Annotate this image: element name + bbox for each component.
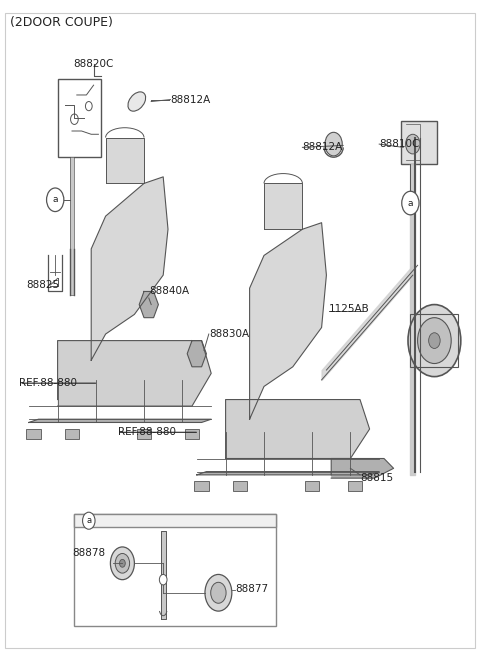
Bar [74,514,276,527]
Circle shape [83,512,95,529]
Circle shape [205,574,232,611]
Text: a: a [86,516,91,525]
Polygon shape [91,177,168,360]
Text: 88878: 88878 [72,548,106,559]
Polygon shape [250,223,326,419]
Text: 88820C: 88820C [73,59,114,69]
Text: 88840A: 88840A [149,286,189,296]
Polygon shape [29,419,211,422]
Text: a: a [52,195,58,204]
Text: REF.88-880: REF.88-880 [19,378,77,388]
Circle shape [159,574,167,585]
Polygon shape [187,341,206,367]
Bar [348,481,362,491]
Circle shape [115,553,130,573]
Bar [74,514,276,626]
Polygon shape [264,183,302,229]
Polygon shape [161,531,166,619]
Bar [58,79,101,157]
Text: a: a [408,198,413,208]
Text: 1125AB: 1125AB [329,304,370,314]
Text: (2DOOR COUPE): (2DOOR COUPE) [10,16,112,29]
Circle shape [408,305,461,377]
Text: 88830A: 88830A [209,329,249,339]
Text: 88825: 88825 [26,280,60,290]
Bar [233,481,247,491]
Circle shape [406,134,420,154]
Polygon shape [70,157,74,295]
Polygon shape [331,458,394,478]
Bar [401,121,437,164]
Bar [410,314,458,367]
Polygon shape [106,138,144,183]
Text: 88815: 88815 [360,473,393,483]
Circle shape [110,547,134,580]
Text: 88810C: 88810C [379,139,420,149]
Bar [305,481,319,491]
Polygon shape [197,472,379,475]
Bar [26,429,41,439]
Text: 88812A: 88812A [302,142,343,153]
Polygon shape [139,291,158,318]
Circle shape [429,333,440,348]
Text: REF.88-880: REF.88-880 [118,427,176,438]
Circle shape [47,188,64,212]
Bar [194,481,209,491]
Bar [185,429,199,439]
Bar [65,429,79,439]
Polygon shape [58,341,211,406]
Circle shape [402,191,419,215]
Text: 88877: 88877 [235,584,268,595]
Polygon shape [226,400,370,458]
Circle shape [325,132,342,156]
Bar [137,429,151,439]
Circle shape [211,582,226,603]
Ellipse shape [128,92,145,111]
Circle shape [418,318,451,364]
Circle shape [120,559,125,567]
Text: 88812A: 88812A [170,94,211,105]
